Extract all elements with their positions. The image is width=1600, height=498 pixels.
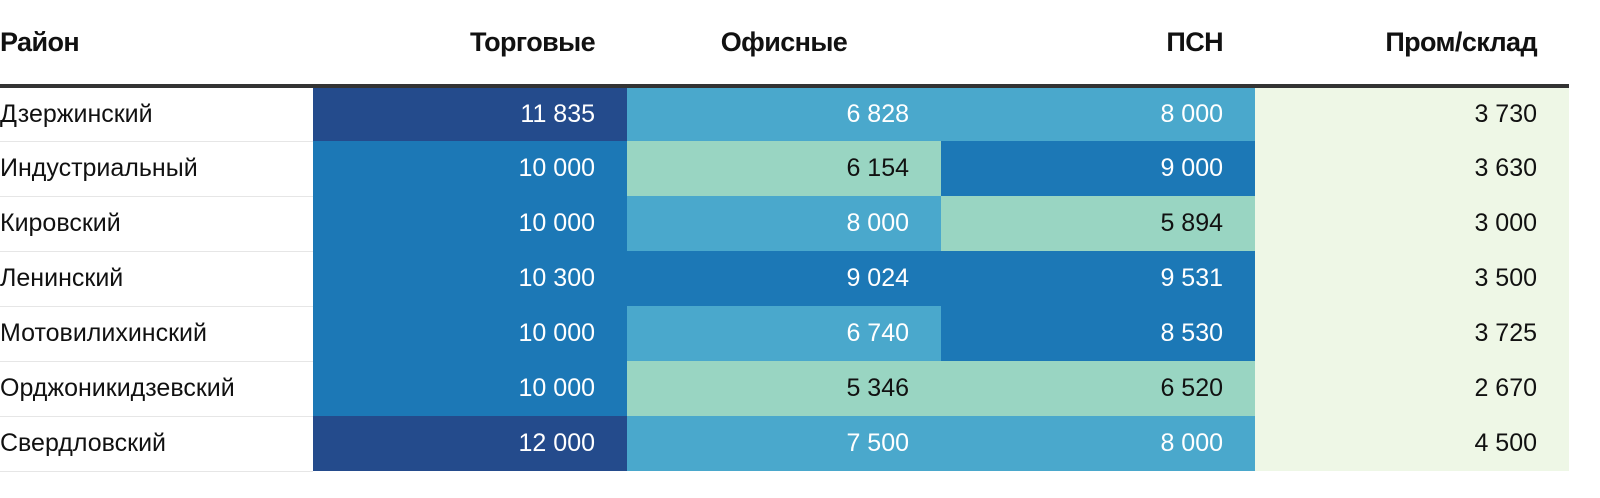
header-retail: Торговые: [313, 0, 627, 88]
heatmap-table: Район Торговые Офисные ПСН Пром/склад Дз…: [0, 0, 1569, 472]
heat-cell-office: 9 024: [627, 251, 941, 306]
heat-cell-retail: 12 000: [313, 416, 627, 471]
heat-cell-psn: 8 000: [941, 416, 1255, 471]
table-body: Дзержинский 11 835 6 828 8 000 3 730 Индустри…: [0, 86, 1569, 472]
table-row: Кировский 10 000 8 000 5 894 3 000: [0, 196, 1569, 252]
header-psn: ПСН: [941, 0, 1255, 88]
heat-cell-retail: 10 000: [313, 361, 627, 416]
header-district: Район: [0, 0, 313, 88]
table-row: Индустриальный 10 000 6 154 9 000 3 630: [0, 141, 1569, 197]
table-row: Ленинский 10 300 9 024 9 531 3 500: [0, 251, 1569, 307]
district-name: Орджоникидзевский: [0, 361, 313, 417]
heat-cell-retail: 10 000: [313, 196, 627, 251]
heat-cell-office: 6 154: [627, 141, 941, 196]
heat-cell-psn: 9 000: [941, 141, 1255, 196]
heat-cell-retail: 11 835: [313, 86, 627, 141]
heat-cell-industrial: 3 000: [1255, 196, 1569, 251]
heat-cell-industrial: 4 500: [1255, 416, 1569, 471]
table-row: Свердловский 12 000 7 500 8 000 4 500: [0, 416, 1569, 472]
heat-cell-retail: 10 300: [313, 251, 627, 306]
heat-cell-office: 8 000: [627, 196, 941, 251]
heat-cell-psn: 6 520: [941, 361, 1255, 416]
heat-cell-office: 5 346: [627, 361, 941, 416]
table-row: Дзержинский 11 835 6 828 8 000 3 730: [0, 86, 1569, 142]
table-row: Мотовилихинский 10 000 6 740 8 530 3 725: [0, 306, 1569, 362]
heat-cell-retail: 10 000: [313, 306, 627, 361]
district-name: Мотовилихинский: [0, 306, 313, 362]
heat-cell-office: 7 500: [627, 416, 941, 471]
header-row: Район Торговые Офисные ПСН Пром/склад: [0, 0, 1569, 88]
heat-cell-psn: 8 000: [941, 86, 1255, 141]
heat-cell-office: 6 828: [627, 86, 941, 141]
heat-cell-industrial: 3 725: [1255, 306, 1569, 361]
heat-cell-office: 6 740: [627, 306, 941, 361]
heat-cell-retail: 10 000: [313, 141, 627, 196]
heat-cell-industrial: 3 630: [1255, 141, 1569, 196]
header-industrial: Пром/склад: [1255, 0, 1569, 88]
district-name: Свердловский: [0, 416, 313, 472]
heat-cell-psn: 5 894: [941, 196, 1255, 251]
heat-cell-psn: 8 530: [941, 306, 1255, 361]
heat-cell-industrial: 3 730: [1255, 86, 1569, 141]
heat-cell-industrial: 2 670: [1255, 361, 1569, 416]
district-name: Ленинский: [0, 251, 313, 307]
heat-cell-psn: 9 531: [941, 251, 1255, 306]
district-name: Индустриальный: [0, 141, 313, 197]
header-office: Офисные: [627, 0, 941, 88]
district-name: Дзержинский: [0, 86, 313, 142]
table-row: Орджоникидзевский 10 000 5 346 6 520 2 670: [0, 361, 1569, 417]
district-name: Кировский: [0, 196, 313, 252]
heat-cell-industrial: 3 500: [1255, 251, 1569, 306]
